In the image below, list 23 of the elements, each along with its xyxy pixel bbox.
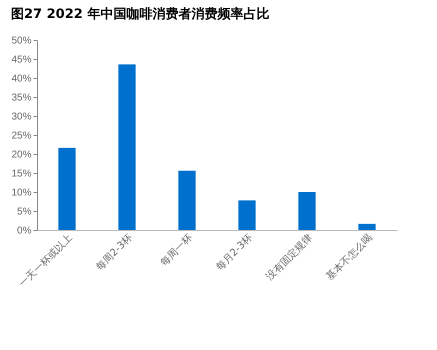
y-tick-label: 50% (11, 36, 32, 46)
y-tick-label: 45% (11, 54, 32, 66)
y-tick-label: 40% (11, 74, 32, 84)
x-tick-label: 基本不怎么喝 (324, 232, 375, 283)
y-tick-label: 30% (11, 112, 32, 122)
y-tick-label: 0% (17, 226, 32, 236)
y-tick-label: 20% (11, 150, 32, 160)
y-tick-label: 35% (11, 92, 32, 104)
x-tick-label: 没有固定规律 (264, 232, 315, 283)
chart-title: 图27 2022 年中国咖啡消费者消费频率占比 (10, 6, 270, 22)
bar (238, 200, 256, 230)
y-tick-label: 10% (11, 188, 32, 198)
x-tick-label: 每周2-3杯 (94, 232, 135, 274)
bar (118, 64, 136, 230)
bar (358, 224, 376, 230)
x-tick-label: 每周一杯 (158, 232, 195, 269)
y-tick-label: 25% (11, 130, 32, 142)
y-tick-label: 15% (11, 168, 32, 180)
y-tick-label: 5% (17, 206, 32, 218)
bar (298, 192, 316, 230)
x-tick-label: 每月2-3杯 (214, 232, 255, 274)
bar (58, 148, 76, 230)
bar (178, 170, 196, 230)
